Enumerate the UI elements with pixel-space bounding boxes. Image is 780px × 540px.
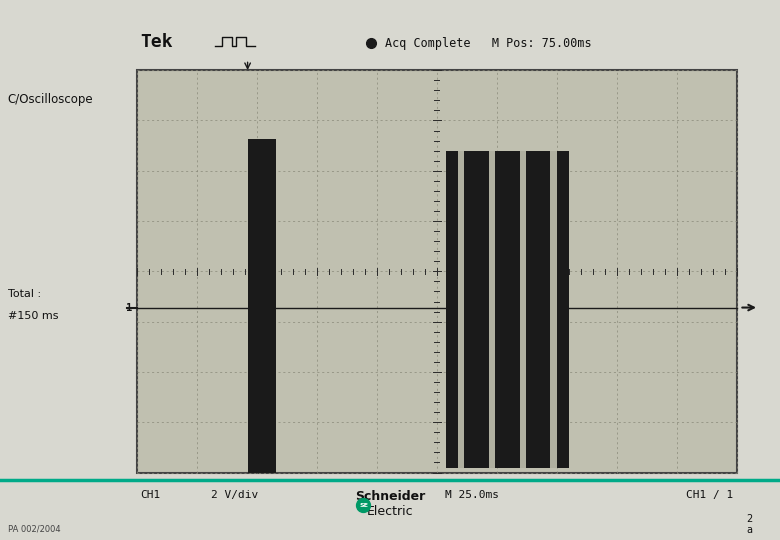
Text: Acq Complete   M Pos: 75.00ms: Acq Complete M Pos: 75.00ms: [385, 37, 591, 50]
Text: CH1: CH1: [140, 490, 161, 500]
Text: M 25.0ms: M 25.0ms: [445, 490, 498, 500]
Text: Total :: Total :: [8, 289, 41, 299]
Text: a: a: [746, 525, 753, 535]
Bar: [247, 139, 276, 472]
Bar: [489, 151, 495, 469]
Bar: [551, 151, 557, 469]
Text: Schneider: Schneider: [355, 490, 425, 503]
Text: 1: 1: [126, 302, 133, 313]
Bar: [519, 151, 526, 469]
Bar: [458, 151, 464, 469]
Text: 2 V/div: 2 V/div: [211, 490, 258, 500]
Text: #150 ms: #150 ms: [8, 311, 58, 321]
Text: 2: 2: [746, 515, 753, 524]
Text: Electric: Electric: [367, 505, 413, 518]
Text: CH1 / 1: CH1 / 1: [686, 490, 733, 500]
Text: Tek: Tek: [140, 33, 173, 51]
Bar: [446, 151, 569, 469]
Text: PA 002/2004: PA 002/2004: [8, 525, 60, 534]
Text: SE: SE: [359, 503, 368, 508]
Bar: [136, 70, 737, 472]
Text: C/Oscilloscope: C/Oscilloscope: [8, 93, 94, 106]
